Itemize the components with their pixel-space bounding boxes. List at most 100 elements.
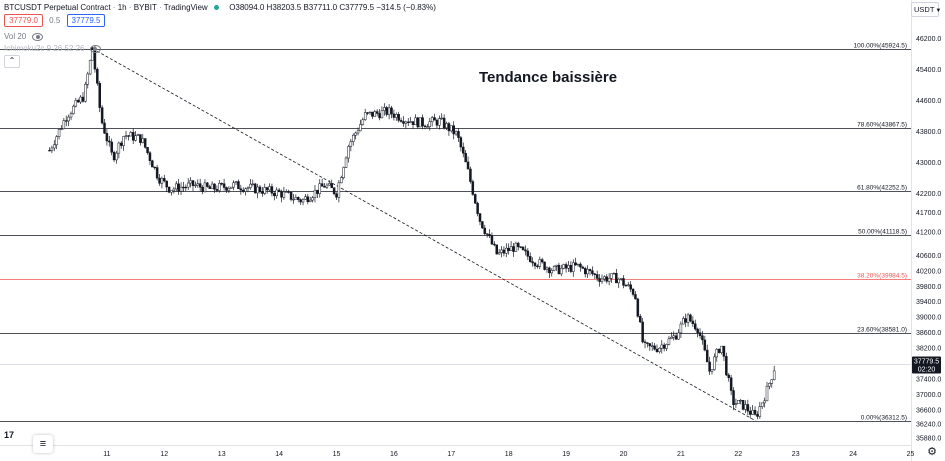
volume-legend[interactable]: Vol 20 <box>4 32 44 41</box>
candle-up <box>313 189 317 198</box>
symbol-legend[interactable]: BTCUSDT Perpetual Contract · 1h · BYBIT … <box>4 3 436 12</box>
candle-down <box>689 314 692 322</box>
settings-gear-icon[interactable]: ⚙ <box>927 446 937 458</box>
candle-down <box>96 68 99 84</box>
candle-up <box>62 120 66 129</box>
collapse-legend-button[interactable]: ⌃ <box>4 55 20 68</box>
candle-up <box>141 138 145 143</box>
price-scale <box>911 0 945 461</box>
y-tick-label: 39800.0 <box>916 284 941 291</box>
candle-up <box>347 146 350 159</box>
candle-down <box>543 261 546 270</box>
y-tick-label: 46200.0 <box>916 36 941 43</box>
candle-up <box>440 117 443 120</box>
hamburger-icon: ≡ <box>39 438 47 450</box>
chevron-down-icon: ▼ <box>935 8 942 14</box>
candle-up <box>340 177 343 184</box>
candle-up <box>292 198 295 201</box>
candle-down <box>646 342 649 344</box>
candle-down <box>390 107 393 115</box>
x-tick-label: 20 <box>620 451 628 458</box>
fibonacci-retracement: 100.00%(45924.5) 78.60%(43867.5) 61.80%(42… <box>0 43 911 422</box>
candle-up <box>230 186 233 189</box>
candle-down <box>402 121 405 124</box>
candle-down <box>648 343 652 347</box>
x-tick-label: 25 <box>907 451 915 458</box>
menu-button[interactable]: ≡ <box>33 435 53 453</box>
y-tick-label: 40200.0 <box>916 268 941 275</box>
buy-price-box[interactable]: 37779.5 <box>66 14 106 27</box>
candle-down <box>634 294 637 300</box>
candle-up <box>772 370 776 380</box>
candle-up <box>232 182 235 188</box>
candle-down <box>151 160 154 168</box>
candle-down <box>332 187 336 195</box>
fib-level-label: 100.00%(45924.5) <box>854 43 908 50</box>
candle-down <box>206 182 209 187</box>
candle-up <box>175 183 178 190</box>
candle-up <box>720 345 723 353</box>
candle-down <box>493 243 496 246</box>
sell-price-box[interactable]: 37779.0 <box>4 14 43 27</box>
candle-down <box>598 278 601 282</box>
candle-up <box>186 182 190 188</box>
candle-up <box>414 117 417 125</box>
candle-down <box>636 298 640 317</box>
candle-down <box>473 194 477 204</box>
candle-up <box>670 336 673 339</box>
source-label: TradingView <box>163 3 208 12</box>
candle-down <box>574 262 577 266</box>
indicator-legend[interactable]: Ichimoku2c 9 26 52 26 <box>4 44 101 53</box>
candle-down <box>241 189 245 192</box>
candle-up <box>256 186 259 194</box>
currency-dropdown[interactable]: USDT▼ <box>911 2 942 17</box>
candle-up <box>679 323 683 334</box>
candle-up <box>294 197 298 200</box>
candle-down <box>316 189 319 194</box>
candle-up <box>545 267 549 270</box>
x-tick-label: 19 <box>562 451 570 458</box>
candle-down <box>502 249 506 254</box>
candle-up <box>263 187 266 194</box>
candle-down <box>273 193 276 197</box>
candle-down <box>201 187 204 193</box>
candle-down <box>507 247 510 251</box>
candle-up <box>74 100 78 107</box>
eye-icon[interactable] <box>32 32 44 41</box>
candle-down <box>220 183 223 185</box>
candle-down <box>457 131 460 138</box>
candle-down <box>442 117 446 129</box>
candle-down <box>148 152 152 161</box>
candle-down <box>615 272 618 284</box>
indicator-eye-icon[interactable] <box>89 44 101 53</box>
candle-up <box>122 136 125 146</box>
candle-down <box>694 323 697 330</box>
candle-up <box>373 111 377 117</box>
candle-down <box>462 146 465 154</box>
candle-up <box>170 190 173 193</box>
candle-up <box>275 189 278 197</box>
candle-up <box>134 135 137 141</box>
candle-up <box>380 110 384 119</box>
candle-up <box>686 314 690 323</box>
candle-down <box>521 246 525 251</box>
candle-up <box>760 402 764 407</box>
symbol-name[interactable]: BTCUSDT Perpetual Contract <box>4 3 111 12</box>
candle-down <box>375 111 379 114</box>
spread-value: 0.5 <box>49 16 61 25</box>
x-tick-label: 12 <box>160 451 168 458</box>
fib-level-label: 50.00%(41118.5) <box>858 229 907 236</box>
candle-down <box>593 273 597 275</box>
candle-up <box>418 117 422 128</box>
candle-down <box>112 152 116 161</box>
candle-down <box>727 374 730 378</box>
candle-down <box>158 177 161 184</box>
candle-down <box>392 113 396 118</box>
candle-up <box>607 278 611 282</box>
candle-up <box>538 259 542 267</box>
x-tick-label: 24 <box>849 451 857 458</box>
x-tick-label: 16 <box>390 451 398 458</box>
candle-down <box>533 262 537 267</box>
